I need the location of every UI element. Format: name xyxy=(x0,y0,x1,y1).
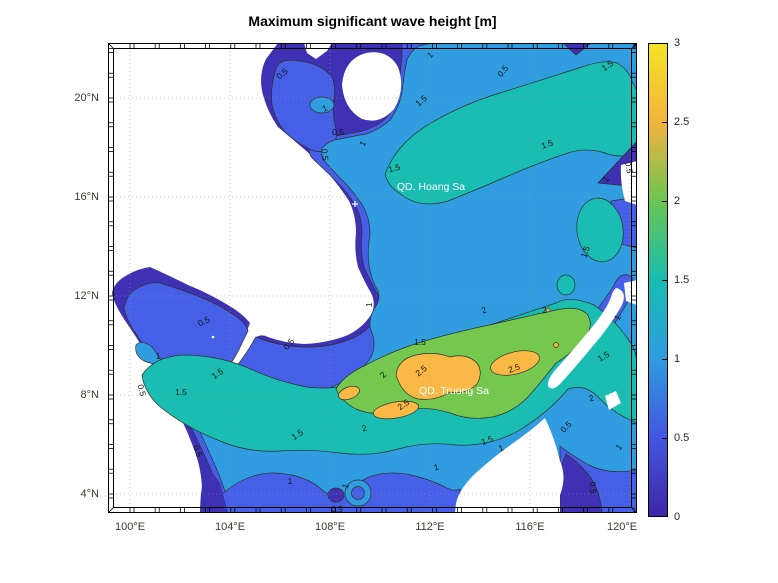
leizhou-peninsula xyxy=(304,43,332,59)
x-tick-label: 116°E xyxy=(515,521,545,533)
map-name-labels: QD. Hoang Sa QD. Truong Sa xyxy=(397,181,489,397)
orange-core-main xyxy=(395,353,481,400)
tonkin-1m-patch xyxy=(309,96,335,114)
x-tick-label: 112°E xyxy=(415,521,445,533)
svg-text:1: 1 xyxy=(497,443,505,454)
svg-text:1.5: 1.5 xyxy=(578,244,592,259)
orange-core-east xyxy=(490,350,540,376)
y-tick-label: 16°N xyxy=(74,191,99,203)
svg-text:1: 1 xyxy=(613,442,624,452)
colorbar-tick-label: 2.5 xyxy=(674,116,690,128)
svg-text:1: 1 xyxy=(340,482,351,490)
svg-text:0.5: 0.5 xyxy=(319,148,330,161)
svg-text:0.5: 0.5 xyxy=(136,383,149,397)
svg-text:1: 1 xyxy=(288,476,293,486)
svg-text:1.5: 1.5 xyxy=(414,337,426,347)
gulf-islet xyxy=(211,335,215,339)
indigo-peninsula-foot xyxy=(200,467,228,513)
x-tick-label: 100°E xyxy=(114,521,146,533)
svg-text:1: 1 xyxy=(156,351,161,361)
colorbar-tick-label: 0 xyxy=(674,511,681,523)
seamount-core xyxy=(351,486,365,500)
teal-east-oval xyxy=(576,197,624,263)
colorbar-tick-label: 1.5 xyxy=(674,274,690,286)
svg-text:2.5: 2.5 xyxy=(507,361,522,375)
orange-core-south xyxy=(372,400,420,420)
svg-text:0.5: 0.5 xyxy=(196,314,211,328)
graticule xyxy=(108,43,637,513)
chart-title: Maximum significant wave height [m] xyxy=(248,13,497,29)
svg-text:1: 1 xyxy=(425,49,436,60)
right-sliver-3 xyxy=(605,391,621,410)
x-tick-label: 104°E xyxy=(214,521,246,533)
gulf-tonkin-blue xyxy=(271,59,337,152)
svg-text:1.5: 1.5 xyxy=(480,433,495,447)
contour-labels: 1 0.5 0.5 0.5 1 1 0.5 1.5 1.5 1.5 1.5 1.5 0.5 1 1 0.5 1 0… xyxy=(136,49,635,513)
colorbar-tick xyxy=(662,280,667,281)
wave-height-contour-map: 1 0.5 0.5 0.5 1 1 0.5 1.5 1.5 1.5 1.5 1.5 0.5 1 1 0.5 1 0… xyxy=(108,43,637,513)
colorbar-tick-label: 3 xyxy=(674,37,681,49)
svg-text:0.5: 0.5 xyxy=(331,504,343,513)
svg-text:QD. Truong Sa: QD. Truong Sa xyxy=(419,385,489,397)
svg-text:QD. Hoang Sa: QD. Hoang Sa xyxy=(397,181,465,193)
svg-text:2: 2 xyxy=(361,423,368,434)
indigo-top-corner xyxy=(632,43,637,51)
colorbar-tick-label: 0.5 xyxy=(674,432,690,444)
svg-text:0.5: 0.5 xyxy=(587,481,598,494)
svg-text:1: 1 xyxy=(357,139,368,148)
hainan-island xyxy=(342,52,402,121)
y-tick-label: 12°N xyxy=(74,290,99,302)
x-tick-label: 120°E xyxy=(606,521,638,533)
svg-text:1: 1 xyxy=(364,302,374,308)
svg-text:2: 2 xyxy=(541,305,548,316)
colorbar-tick-label: 1 xyxy=(674,353,681,365)
svg-text:0.5: 0.5 xyxy=(191,444,205,459)
x-tick-label: 108°E xyxy=(314,521,346,533)
y-tick-label: 4°N xyxy=(80,488,99,500)
colorbar-tick xyxy=(662,201,667,202)
y-tick-label: 8°N xyxy=(80,389,99,401)
svg-text:0.5: 0.5 xyxy=(332,127,344,137)
orange-dot-1 xyxy=(553,342,559,348)
colorbar-tick-label: 2 xyxy=(674,195,681,207)
svg-text:1: 1 xyxy=(433,462,440,473)
map-plot-area: 1 0.5 0.5 0.5 1 1 0.5 1.5 1.5 1.5 1.5 1.5 0.5 1 1 0.5 1 0… xyxy=(108,43,637,513)
svg-text:1: 1 xyxy=(600,174,611,184)
colorbar-tick xyxy=(662,359,667,360)
orange-dot-2 xyxy=(545,307,551,313)
svg-text:2: 2 xyxy=(378,369,389,380)
borneo-land xyxy=(455,418,564,513)
orange-core-west xyxy=(338,385,360,401)
svg-text:1.5: 1.5 xyxy=(387,162,401,175)
teal-small-patch xyxy=(556,274,576,296)
palawan-island xyxy=(547,288,624,389)
svg-text:1.5: 1.5 xyxy=(540,137,555,151)
svg-text:2: 2 xyxy=(588,393,595,404)
colorbar-tick xyxy=(662,122,667,123)
svg-text:0.5: 0.5 xyxy=(623,161,635,175)
svg-text:2: 2 xyxy=(480,305,488,316)
map-frame xyxy=(108,43,637,513)
svg-text:1: 1 xyxy=(320,103,329,114)
y-tick-label: 20°N xyxy=(74,92,99,104)
svg-text:1: 1 xyxy=(612,313,623,322)
right-sliver-2 xyxy=(624,280,637,305)
indigo-natuna xyxy=(327,487,345,503)
colorbar xyxy=(648,43,668,517)
island-markers xyxy=(347,201,358,330)
svg-text:1.5: 1.5 xyxy=(175,387,187,397)
colorbar-tick xyxy=(662,438,667,439)
